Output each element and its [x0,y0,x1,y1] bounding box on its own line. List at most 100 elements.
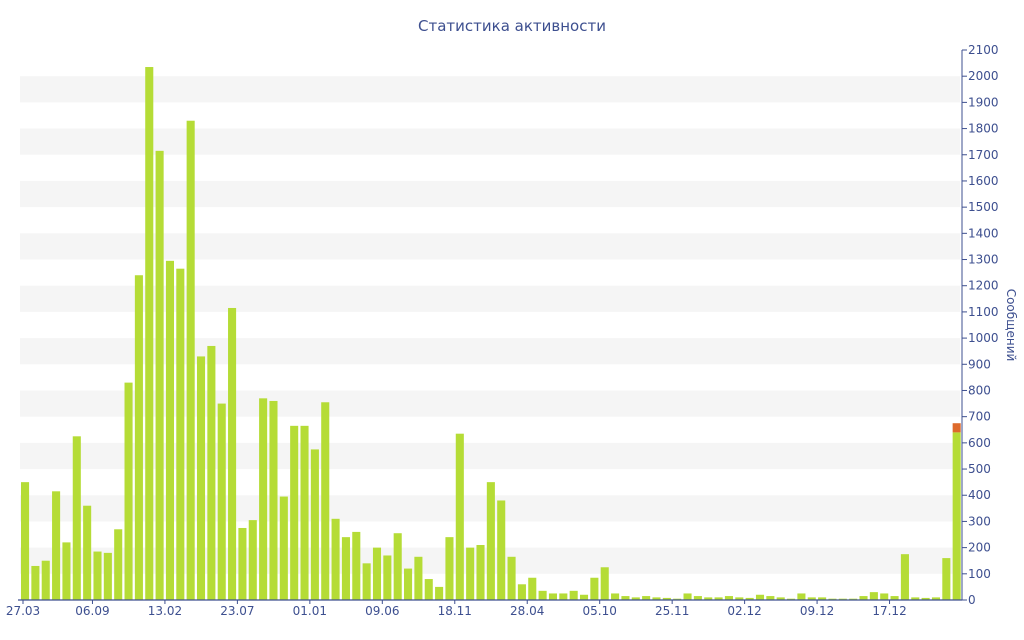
bar [93,551,102,600]
y-tick-label: 1800 [968,122,999,136]
bar-highlight-segment [952,423,961,433]
grid-band [20,128,960,155]
bar [755,594,765,600]
bar [476,545,485,600]
bar [849,598,858,600]
bar-series [21,67,961,601]
bar [310,449,319,600]
bar [662,597,671,600]
bar [124,382,133,600]
x-tick-label: 09.06 [365,604,399,618]
bar [404,568,413,600]
bar [538,590,547,600]
bar [321,402,330,600]
bar [611,593,620,600]
y-tick-label: 1900 [968,95,999,109]
x-axis: 27.03 06.09 13.02 23.07 01.01 09.06 18.11 28.04… [6,599,962,618]
bar [900,554,909,600]
bar [248,520,257,600]
bar [435,586,444,600]
bar [62,542,71,600]
bar [683,593,692,600]
bar [217,403,226,600]
x-tick-label: 23.07 [220,604,254,618]
bar [103,552,112,600]
x-tick-label: 02.12 [727,604,761,618]
bar [466,547,475,600]
y-tick-label: 800 [968,383,991,397]
bar [631,597,640,600]
bar [383,555,392,600]
y-tick-label: 2000 [968,69,999,83]
bar [114,529,123,600]
bar [807,597,816,600]
y-tick-label: 1700 [968,148,999,162]
bar [911,597,920,600]
bar [21,482,30,600]
chart-title: Статистика активности [418,17,606,35]
bar [176,268,185,600]
grid-band [20,76,960,103]
bar [890,596,899,600]
bar [517,584,526,600]
y-tick-label: 700 [968,410,991,424]
bar [652,597,661,600]
x-tick-label: 17.12 [872,604,906,618]
bar [818,597,827,600]
bar [207,345,216,600]
y-axis: 0 100 200 300 400 500 600 700 800 900 1000 1100 1200… [961,43,999,607]
bar [341,537,350,600]
bar [31,565,40,600]
y-tick-label: 500 [968,462,991,476]
bar [838,598,847,600]
bar [621,596,630,600]
y-tick-label: 1200 [968,279,999,293]
y-tick-label: 300 [968,514,991,528]
bar [290,425,299,600]
bar [797,593,806,600]
bar [569,590,578,600]
bar [931,597,941,600]
bar [41,560,50,600]
bar [455,433,464,600]
x-tick-label: 27.03 [6,604,40,618]
bar [393,533,402,600]
bar [155,150,164,601]
bar [642,596,651,600]
bar [279,496,288,600]
bar [259,398,268,600]
bar [559,593,568,600]
y-tick-label: 1000 [968,331,999,345]
bar [548,593,558,600]
bar [766,596,775,600]
bar [724,596,733,600]
bar [186,120,195,600]
bar [735,597,744,600]
bar [352,531,361,600]
bar [72,436,81,600]
bar [942,558,951,600]
y-tick-label: 1300 [968,253,999,267]
bar [445,537,454,600]
bar [228,307,237,600]
bar [673,598,682,600]
y-tick-label: 100 [968,567,991,581]
y-tick-label: 1100 [968,305,999,319]
x-tick-label: 13.02 [148,604,182,618]
bar [300,425,309,600]
bar [497,500,506,600]
y-tick-label: 2100 [968,43,999,57]
bar [486,482,495,600]
bar [372,547,382,600]
y-tick-label: 1400 [968,226,999,240]
bar [134,275,143,600]
bar [165,260,174,600]
x-tick-label: 01.01 [293,604,327,618]
y-tick-label: 900 [968,357,991,371]
bar [714,597,723,600]
x-tick-label: 06.09 [75,604,109,618]
bar [145,67,154,601]
bar [83,505,92,600]
bar [693,596,702,600]
x-tick-label: 09.12 [800,604,834,618]
